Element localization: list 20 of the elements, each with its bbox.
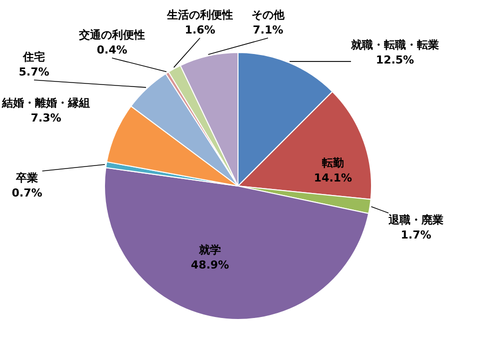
data-label: 7.3% <box>30 111 62 124</box>
slice-label: 住宅 <box>22 50 45 64</box>
slice-label: 交通の利便性 <box>78 28 145 42</box>
data-label: 1.6% <box>184 23 216 36</box>
slice-label: 卒業 <box>15 171 38 184</box>
data-label: 12.5% <box>376 53 414 66</box>
slice-label: 就学 <box>198 243 221 256</box>
slice-label: 結婚・離婚・縁組 <box>1 96 90 110</box>
data-label: 5.7% <box>18 65 50 78</box>
data-label: 0.4% <box>96 43 128 56</box>
data-label: 0.7% <box>12 186 42 200</box>
slice-label: その他 <box>252 8 286 22</box>
slice-label: 退職・廃業 <box>388 213 444 226</box>
data-label: 48.9% <box>190 258 230 272</box>
slice-label: 就職・転職・転業 <box>350 38 439 52</box>
slice-label: 転勤 <box>321 156 344 170</box>
slice-label: 生活の利便性 <box>166 8 233 22</box>
data-label: 7.1% <box>252 23 284 36</box>
data-label: 14.1% <box>314 171 352 184</box>
data-label: 1.7% <box>400 228 432 242</box>
